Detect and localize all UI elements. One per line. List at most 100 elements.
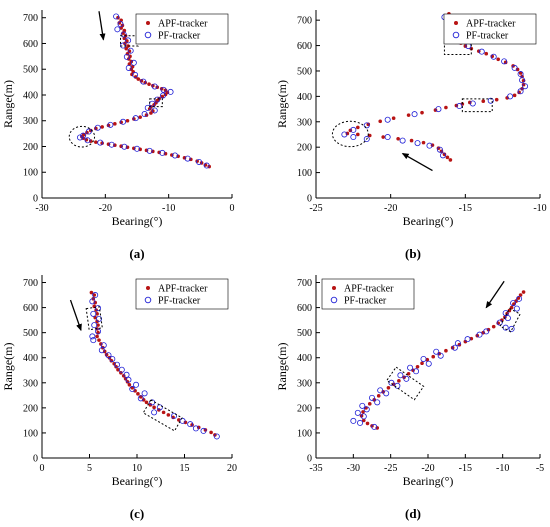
panel-label-d-text: (d)	[405, 506, 421, 521]
pf-point	[464, 336, 471, 343]
pf-point	[213, 433, 220, 440]
x-tick-label: -20	[421, 463, 434, 474]
apf-point	[444, 348, 448, 353]
apf-point	[378, 119, 383, 124]
pf-point	[129, 386, 136, 393]
legend-box	[443, 13, 537, 45]
pf-point	[120, 118, 127, 125]
pf-point	[80, 132, 87, 139]
apf-point	[481, 99, 486, 104]
pf-point	[377, 387, 384, 394]
x-tick-label: -5	[536, 463, 544, 474]
pf-point	[77, 134, 84, 141]
highlight-box	[85, 306, 103, 331]
pf-point	[120, 31, 127, 38]
x-axis-label: Bearing(°)	[403, 474, 454, 488]
pf-point	[517, 88, 524, 95]
pf-point	[94, 124, 101, 131]
pf-point	[519, 77, 526, 84]
y-tick-label: 600	[297, 303, 312, 314]
pf-point	[89, 298, 96, 305]
legend-entry: PF-tracker	[158, 31, 201, 42]
pf-point	[487, 97, 494, 104]
apf-point	[409, 138, 414, 143]
y-tick-label: 200	[297, 403, 312, 414]
apf-point	[152, 405, 156, 410]
pf-point	[167, 88, 174, 95]
pf-point	[483, 328, 490, 335]
pf-point	[117, 21, 124, 28]
apf-point	[95, 334, 99, 339]
pf-point	[98, 347, 105, 354]
apf-point	[512, 93, 517, 98]
y-tick-label: 0	[33, 194, 38, 205]
panel-label-d: (d)	[405, 506, 421, 521]
pf-point	[513, 305, 520, 312]
pf-point	[451, 344, 458, 351]
pf-point	[414, 140, 421, 147]
pf-point	[502, 310, 509, 317]
y-axis-label: Range(m)	[275, 343, 289, 391]
x-axis-label: Bearing(°)	[403, 214, 454, 228]
pf-point	[132, 115, 139, 122]
apf-point	[431, 354, 436, 359]
legend-apf-swatch	[454, 21, 458, 25]
panel-label-b-text: (b)	[405, 246, 421, 261]
apf-point	[381, 135, 386, 139]
pf-point	[501, 58, 508, 65]
pf-point	[123, 53, 130, 60]
pf-point	[146, 147, 153, 154]
apf-point	[421, 140, 426, 145]
apf-point	[505, 96, 509, 100]
pf-point	[121, 143, 128, 150]
pf-point	[95, 305, 102, 312]
apf-point	[209, 430, 213, 435]
y-tick-label: 500	[297, 328, 312, 339]
pf-point	[107, 121, 114, 128]
pf-point	[383, 390, 390, 397]
apf-point	[126, 44, 130, 48]
panel-label-a-text: (a)	[129, 246, 144, 261]
apf-point	[356, 125, 360, 130]
pf-point	[507, 93, 514, 100]
x-tick-label: 0	[230, 203, 235, 214]
pf-point	[125, 376, 132, 383]
legend-entry: APF-tracker	[158, 19, 208, 30]
pf-point	[469, 100, 476, 107]
apf-point	[148, 403, 153, 407]
apf-point	[141, 398, 146, 402]
apf-point	[509, 305, 514, 310]
x-tick-label: -25	[384, 463, 397, 474]
y-tick-label: 500	[23, 65, 38, 76]
pf-point	[374, 399, 381, 406]
apf-point	[127, 383, 132, 387]
apf-point	[361, 410, 365, 414]
pf-point	[516, 295, 523, 302]
pf-point	[522, 83, 529, 90]
apf-point	[515, 67, 520, 72]
chart-panel-b: -25 -20 -15 -10 0 100 200 300 400 500 600 700 Bearin…	[275, 10, 547, 228]
apf-point	[494, 97, 499, 102]
pf-point	[384, 116, 391, 123]
x-tick-label: 15	[180, 463, 190, 474]
x-tick-label: -30	[35, 203, 48, 214]
legend-apf-swatch	[146, 286, 150, 290]
y-tick-label: 400	[297, 353, 312, 364]
apf-point	[521, 290, 526, 294]
apf-point	[376, 394, 381, 398]
y-tick-label: 300	[297, 117, 312, 128]
pf-point	[397, 372, 404, 379]
pf-point	[141, 390, 148, 397]
apf-point	[133, 389, 137, 393]
highlight-box	[499, 307, 521, 333]
apf-point	[144, 400, 149, 405]
x-axis-label: Bearing(°)	[112, 474, 163, 488]
apf-point	[397, 378, 401, 383]
pf-point	[149, 100, 156, 107]
apf-point	[491, 324, 496, 329]
pf-point	[130, 59, 137, 66]
y-tick-label: 500	[297, 66, 312, 77]
chart-panel-a: -30 -20 -10 0 0 100 200 300 400 500 600 700 Bearing(…	[1, 10, 235, 228]
y-tick-label: 200	[23, 403, 38, 414]
apf-point	[92, 293, 97, 297]
